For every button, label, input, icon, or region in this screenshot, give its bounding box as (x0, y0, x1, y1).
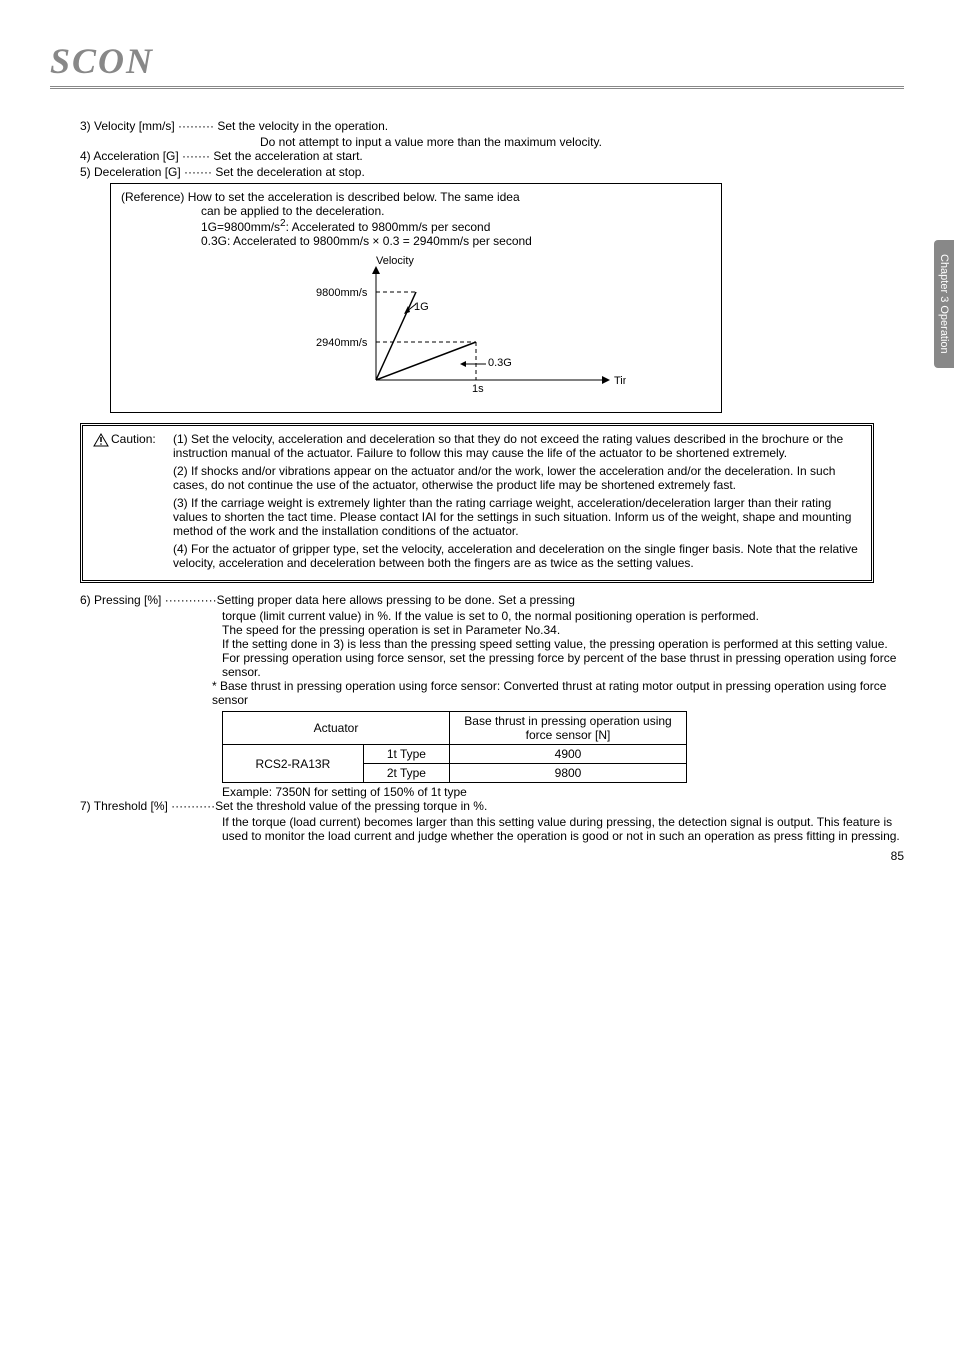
item6-d4: For pressing operation using force senso… (222, 651, 904, 679)
item-7: 7) Threshold [%] ···········Set the thre… (80, 799, 904, 813)
item-6: 6) Pressing [%] ·············Setting pro… (80, 593, 904, 607)
item-num: 3) (80, 119, 91, 133)
actuator-table: Actuator Base thrust in pressing operati… (222, 711, 687, 783)
ref-line4: 0.3G: Accelerated to 9800mm/s × 0.3 = 29… (201, 234, 711, 248)
table-row: RCS2-RA13R 1t Type 4900 (223, 745, 687, 764)
item-text: Acceleration [G] ······· Set the acceler… (93, 149, 362, 163)
item-num: 6) (80, 593, 91, 607)
item-text: Velocity [mm/s] ········· Set the veloci… (94, 119, 388, 133)
ref-line1: (Reference) How to set the acceleration … (121, 190, 711, 204)
item6-note: * Base thrust in pressing operation usin… (212, 679, 904, 707)
item6-d1: torque (limit current value) in %. If th… (222, 609, 904, 623)
ref-line2: can be applied to the deceleration. (201, 204, 711, 218)
chart-xtick: 1s (472, 383, 484, 395)
chart-ylabel: Velocity (376, 255, 414, 267)
item-num: 4) (80, 149, 91, 163)
reference-box: (Reference) How to set the acceleration … (110, 183, 722, 413)
item-num: 7) (80, 799, 91, 813)
table-cell: RCS2-RA13R (223, 745, 364, 783)
chapter-tab: Chapter 3 Operation (934, 240, 954, 368)
item-3-sub: Do not attempt to input a value more tha… (260, 135, 904, 149)
item6-d3: If the setting done in 3) is less than t… (222, 637, 904, 651)
table-cell: 9800 (450, 764, 687, 783)
page-number: 85 (891, 849, 904, 863)
item7-d1: If the torque (load current) becomes lar… (222, 815, 904, 843)
item-text: Deceleration [G] ······· Set the deceler… (94, 165, 365, 179)
caution-title: Caution: (111, 432, 156, 446)
chart-y1: 9800mm/s (316, 287, 368, 299)
chart-xlabel: Time (614, 375, 626, 387)
caution-box: Caution: (1) Set the velocity, accelerat… (80, 423, 874, 583)
item-3: 3) Velocity [mm/s] ········· Set the vel… (80, 119, 904, 133)
caution-1: (1) Set the velocity, acceleration and d… (173, 432, 861, 460)
chart-slope1: 1G (414, 301, 429, 313)
caution-label: Caution: (93, 432, 173, 574)
table-cell: 2t Type (363, 764, 449, 783)
item-text: Threshold [%] ···········Set the thresho… (94, 799, 488, 813)
logo-divider (50, 86, 904, 89)
table-cell: 4900 (450, 745, 687, 764)
logo: SCON (50, 40, 904, 82)
ref-l3a: 1G=9800mm/s (201, 220, 280, 234)
caution-3: (3) If the carriage weight is extremely … (173, 496, 861, 538)
actuator-table-wrap: Actuator Base thrust in pressing operati… (222, 711, 904, 783)
chart-slope2: 0.3G (488, 357, 512, 369)
item-num: 5) (80, 165, 91, 179)
chart-y2: 2940mm/s (316, 337, 368, 349)
caution-content: (1) Set the velocity, acceleration and d… (173, 432, 861, 574)
table-example: Example: 7350N for setting of 150% of 1t… (222, 785, 904, 799)
table-head-actuator: Actuator (223, 712, 450, 745)
table-cell: 1t Type (363, 745, 449, 764)
caution-4: (4) For the actuator of gripper type, se… (173, 542, 861, 570)
warning-icon (93, 433, 109, 447)
item-text: Pressing [%] ·············Setting proper… (94, 593, 575, 607)
velocity-chart: Velocity Time 9800mm/s 1G 2940mm/s 1s 0.… (206, 252, 626, 402)
item-4: 4) Acceleration [G] ······· Set the acce… (80, 149, 904, 163)
ref-l3b: : Accelerated to 9800mm/s per second (286, 220, 491, 234)
table-row: Actuator Base thrust in pressing operati… (223, 712, 687, 745)
caution-2: (2) If shocks and/or vibrations appear o… (173, 464, 861, 492)
item6-d2: The speed for the pressing operation is … (222, 623, 904, 637)
table-head-thrust: Base thrust in pressing operation using … (450, 712, 687, 745)
ref-line3: 1G=9800mm/s2: Accelerated to 9800mm/s pe… (201, 218, 711, 234)
item-5: 5) Deceleration [G] ······· Set the dece… (80, 165, 904, 179)
